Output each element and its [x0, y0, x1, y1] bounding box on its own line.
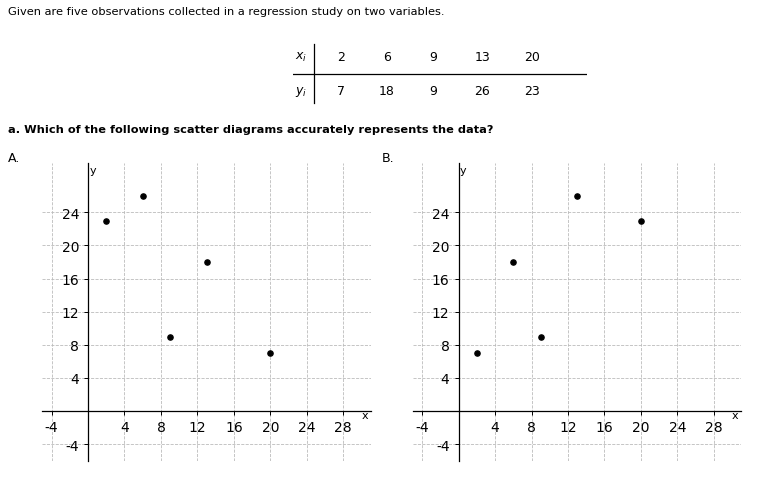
Text: y: y: [90, 166, 96, 176]
Text: 9: 9: [428, 51, 437, 64]
Point: [471, 349, 483, 357]
Text: 2: 2: [337, 51, 345, 64]
Point: [264, 349, 276, 357]
Text: 13: 13: [474, 51, 490, 64]
Text: 9: 9: [428, 85, 437, 98]
Text: y: y: [460, 166, 466, 176]
Point: [635, 217, 647, 225]
Text: a. Which of the following scatter diagrams accurately represents the data?: a. Which of the following scatter diagra…: [8, 125, 493, 135]
Text: $y_i$: $y_i$: [295, 84, 306, 98]
Point: [201, 259, 213, 266]
Text: 23: 23: [524, 85, 540, 98]
Point: [164, 333, 176, 341]
Text: 18: 18: [379, 85, 394, 98]
Point: [137, 192, 149, 200]
Point: [571, 192, 584, 200]
Text: A.: A.: [8, 151, 20, 164]
Text: $x_i$: $x_i$: [295, 51, 306, 64]
Text: Given are five observations collected in a regression study on two variables.: Given are five observations collected in…: [8, 7, 444, 17]
Text: x: x: [732, 410, 739, 420]
Text: B.: B.: [382, 151, 394, 164]
Point: [100, 217, 113, 225]
Text: x: x: [361, 410, 368, 420]
Text: 26: 26: [474, 85, 490, 98]
Point: [534, 333, 547, 341]
Text: 7: 7: [337, 85, 345, 98]
Text: 6: 6: [383, 51, 391, 64]
Text: 20: 20: [523, 51, 540, 64]
Point: [507, 259, 520, 266]
